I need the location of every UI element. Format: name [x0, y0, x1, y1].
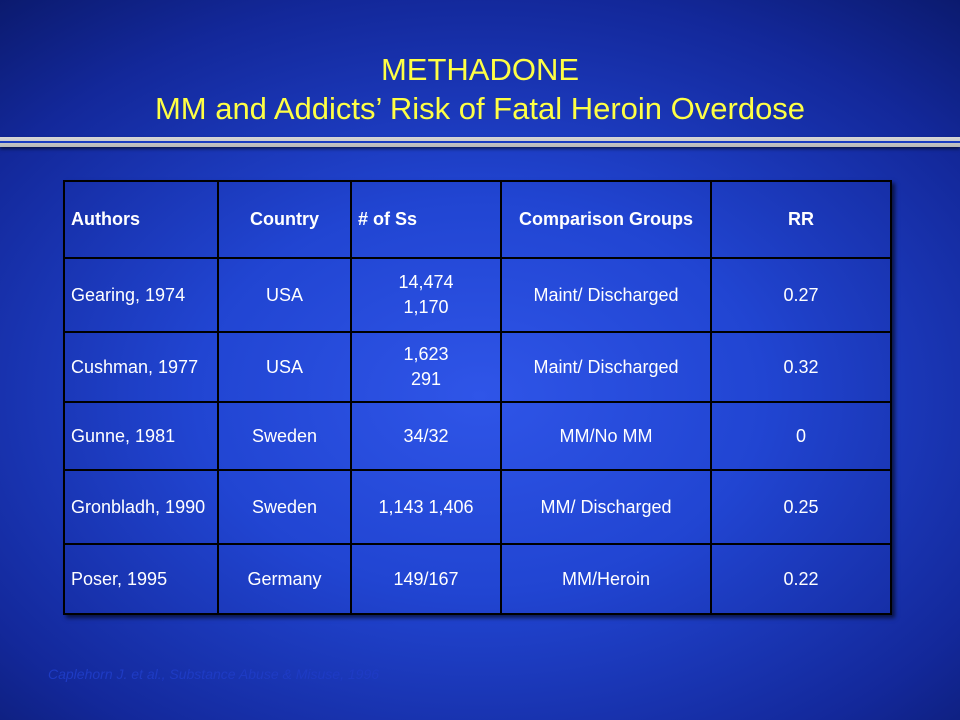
title-line-1: METHADONE — [380, 52, 580, 87]
column-header-rr: RR — [710, 180, 892, 259]
cell-rr: 0 — [710, 401, 892, 471]
cell-rr: 0.32 — [710, 331, 892, 403]
cell-subjects: 149/167 — [350, 543, 502, 615]
table-row: Cushman, 1977 USA 1,623 291 Maint/ Disch… — [63, 331, 892, 403]
cell-country: USA — [217, 257, 352, 333]
column-header-authors: Authors — [63, 180, 219, 259]
cell-comparison-groups: MM/No MM — [500, 401, 712, 471]
cell-subjects: 1,143 1,406 — [350, 469, 502, 545]
cell-subjects: 34/32 — [350, 401, 502, 471]
cell-authors: Gearing, 1974 — [63, 257, 219, 333]
cell-country: Sweden — [217, 469, 352, 545]
cell-authors: Gronbladh, 1990 — [63, 469, 219, 545]
cell-subjects: 14,474 1,170 — [350, 257, 502, 333]
title-divider — [0, 137, 960, 147]
cell-comparison-groups: MM/ Discharged — [500, 469, 712, 545]
cell-authors: Cushman, 1977 — [63, 331, 219, 403]
table-row: Gearing, 1974 USA 14,474 1,170 Maint/ Di… — [63, 257, 892, 333]
cell-authors: Gunne, 1981 — [63, 401, 219, 471]
cell-comparison-groups: Maint/ Discharged — [500, 257, 712, 333]
subjects-value: 14,474 — [398, 272, 454, 292]
cell-rr: 0.27 — [710, 257, 892, 333]
cell-country: Germany — [217, 543, 352, 615]
slide-title: METHADONE MM and Addicts’ Risk of Fatal … — [0, 50, 960, 128]
title-line-2: MM and Addicts’ Risk of Fatal Heroin Ove… — [154, 91, 806, 126]
table-row: Gronbladh, 1990 Sweden 1,143 1,406 MM/ D… — [63, 469, 892, 545]
column-header-subjects: # of Ss — [350, 180, 502, 259]
cell-comparison-groups: MM/Heroin — [500, 543, 712, 615]
cell-subjects: 1,623 291 — [350, 331, 502, 403]
table-row: Poser, 1995 Germany 149/167 MM/Heroin 0.… — [63, 543, 892, 615]
cell-country: USA — [217, 331, 352, 403]
table-row: Gunne, 1981 Sweden 34/32 MM/No MM 0 — [63, 401, 892, 471]
table-header-row: Authors Country # of Ss Comparison Group… — [63, 180, 892, 259]
cell-country: Sweden — [217, 401, 352, 471]
column-header-country: Country — [217, 180, 352, 259]
subjects-value: 291 — [410, 369, 442, 389]
cell-comparison-groups: Maint/ Discharged — [500, 331, 712, 403]
cell-authors: Poser, 1995 — [63, 543, 219, 615]
column-header-comparison-groups: Comparison Groups — [500, 180, 712, 259]
cell-rr: 0.25 — [710, 469, 892, 545]
subjects-value: 1,170 — [403, 297, 449, 317]
study-table: Authors Country # of Ss Comparison Group… — [63, 180, 892, 615]
citation-footnote: Caplehorn J. et al., Substance Abuse & M… — [48, 666, 380, 682]
subjects-value: 1,623 — [403, 344, 449, 364]
cell-rr: 0.22 — [710, 543, 892, 615]
